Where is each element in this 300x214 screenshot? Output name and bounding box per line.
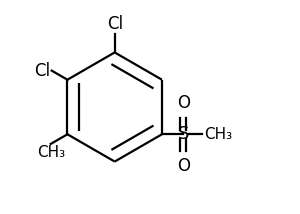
Text: Cl: Cl — [34, 62, 51, 80]
Text: CH₃: CH₃ — [204, 127, 232, 142]
Text: S: S — [178, 125, 189, 143]
Text: Cl: Cl — [106, 15, 123, 33]
Text: CH₃: CH₃ — [37, 145, 65, 160]
Text: O: O — [177, 157, 190, 175]
Text: O: O — [177, 94, 190, 112]
